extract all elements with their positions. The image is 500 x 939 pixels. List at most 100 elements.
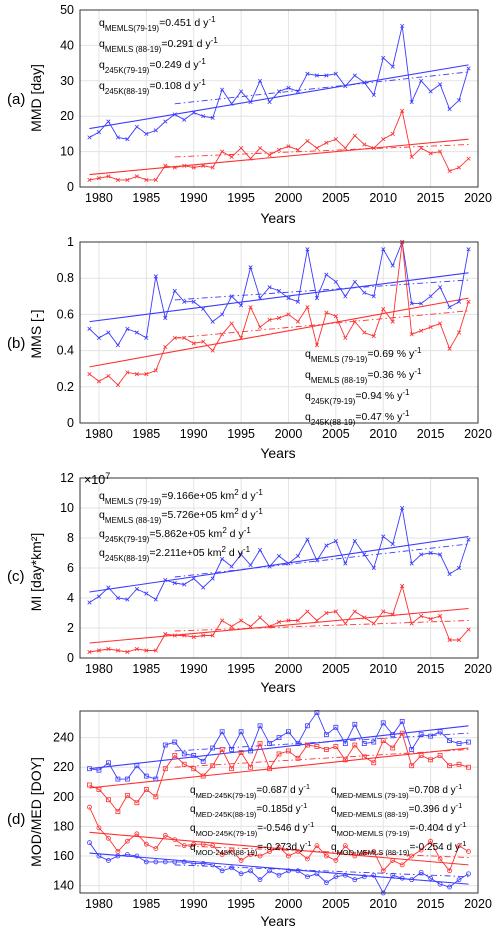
panel-a-series-red-2-point [239,145,244,151]
panel-a-grid [80,9,479,188]
panel-a-series-blue-1-point [295,89,301,94]
panel-c-x-tick-label: 1980 [85,662,113,676]
panel-b-series-red-2-point [248,305,253,310]
panel-d-series-red-3-point [437,856,443,862]
panel-b-series-blue-1-point [324,272,329,277]
panel-d-series-red-3-point [456,843,462,849]
panel-c-series-red-2-point [248,624,253,629]
panel-a-x-axis-label: Years [260,210,295,226]
panel-c-series-blue-1-point [362,552,367,557]
panel-d-annotation-1: qMED-245K(79-19)=0.687 d y-1 [190,782,310,800]
panel-d-series-blue-1-point [96,767,102,773]
panel-c-series-blue-1-point [371,565,376,571]
panel-c-x-tick-label: 2015 [417,662,445,676]
panel-d-series-red-2-point [153,794,159,800]
panel-c-y-tick-label: 4 [67,591,74,605]
panel-d-series-red-2-point [219,747,225,752]
panel-a-series-blue-1-point [333,71,338,76]
panel-d-series-red-2-point [342,757,348,763]
panel-a-x-tick-label: 1980 [85,191,113,205]
panel-d-series-red-3-point [172,837,178,843]
panel-b-y-tick-label: 1 [67,235,74,249]
panel-d-annotation-3: qMOD-245K(79-19)=-0.546 d y-1 [190,820,314,838]
panel-d-y-tick-label: 160 [53,849,74,863]
panel-c-letter: (c) [7,568,25,585]
panel-b-series-blue-1-point [201,306,206,312]
panel-d-series-blue-4-point [143,859,149,865]
panel-b-series-blue-1-point [314,296,319,301]
panel-a-series-blue-1-point [371,92,376,98]
panel-d-series-blue-1-point [172,739,178,745]
panel-d-series-blue-1-point [210,745,216,751]
panel-a-series-blue-1-point [314,73,319,78]
panel-a-trend-blue-dashdot [174,71,469,105]
panel-a-series-red-2-point [295,147,301,152]
panel-b-series-red-2-point [381,306,386,312]
panel-a-series-blue-1-point [115,135,120,140]
panel-d-series-red-2-point [248,764,253,770]
panel-c-series-red-2-point [144,648,149,653]
panel-c: 1980 1985 1990 1995 2000 2005 2010 2015 2020 0 2 4 6… [7,471,492,695]
panel-d-series-blue-4-point [286,868,291,874]
panel-d-series-red-3-point [219,852,225,857]
panel-d-series-blue-4-point [409,877,415,883]
panel-c-series-blue-1-point [314,558,319,563]
panel-a-series-blue-1-point [447,107,452,112]
panel-d-series-blue-4-point [248,868,253,874]
panel-a-series-blue-1-point [428,89,433,94]
panel-a-x-tick-label: 2015 [417,191,445,205]
panel-d-series-red-3-point [295,849,301,854]
panel-a-series-red-2-point [276,147,282,152]
panel-c-series-red-2-point [381,609,386,614]
panel-c-series-blue-1-point [456,565,462,571]
panel-d-annotation-2: qMED-245K(88-19)=0.185d y-1 [190,801,307,819]
panel-d-series-red-3-point [153,846,159,852]
panel-d-series-red-2-point [323,747,329,752]
panel-c-series-blue-1-point [400,505,405,511]
panel-a-axes-frame [79,9,479,188]
panel-c-series-red-2-point [153,648,158,653]
panel-b-series-blue-1-point [305,247,310,252]
panel-a-series-blue-1-point [343,84,348,89]
panel-d-series-red-3-point [115,849,121,854]
panel-a-series-blue-1-point [400,23,405,29]
panel-a-series-red-2-point [390,131,395,136]
panel-b-series-red-2-point [172,335,177,341]
panel-d-series-red-3-point [409,853,415,859]
panel-c-series-blue-1-point [428,550,433,556]
panel-b-series-red-2-point [466,299,471,304]
panel-a-series-blue-1-point [286,85,291,90]
panel-d-series-blue-4-point [181,859,187,865]
panel-c-y-tick-label: 2 [67,621,74,635]
panel-b-series-blue-1-point [466,247,471,252]
panel-d-series-blue-1-point [323,732,329,738]
panel-a-series-red-2-point [257,145,263,151]
panel-c-trend-red-solid [89,607,469,644]
panel-a-series-blue-1-point [352,73,357,78]
panel-d-series-red-2-point [115,809,121,815]
panel-d-trend-red-solid [89,747,469,789]
panel-b-series-blue-1-point [248,265,253,270]
panel-c-series-red-2-point [286,618,291,623]
panel-d-x-tick-label: 2005 [322,897,350,911]
panel-b-series-blue-1-point [87,326,92,331]
panel-d-series-red-3-point [143,841,149,847]
panel-a-series-red-2-point [352,133,357,138]
panel-d-series-blue-4-point [267,868,272,874]
panel-c-series-red-2-point [163,631,168,637]
panel-d-series-blue-1-point [286,729,291,735]
panel-d-series-blue-1-point [106,760,111,766]
panel-b-trend-red-dashdot [174,310,469,339]
panel-d-series-red-3-point [352,853,358,859]
panel-a-y-axis-label: MMD [day] [28,64,44,132]
panel-b-y-axis-label: MMS [-] [28,310,44,359]
panel-b-trend-blue-dashdot [174,279,469,301]
panel-d-series-red-2-point [466,764,471,770]
panel-d-series-red-2-point [409,763,415,769]
panel-d-y-tick-label: 200 [53,790,74,804]
panel-c-series-red-2-point [295,618,301,623]
panel-b-series-red-2-point [115,382,120,388]
panel-d-series-red-2-point [87,782,92,788]
panel-d-series-blue-4-point [238,871,244,877]
panel-d-x-tick-label: 2010 [369,897,397,911]
